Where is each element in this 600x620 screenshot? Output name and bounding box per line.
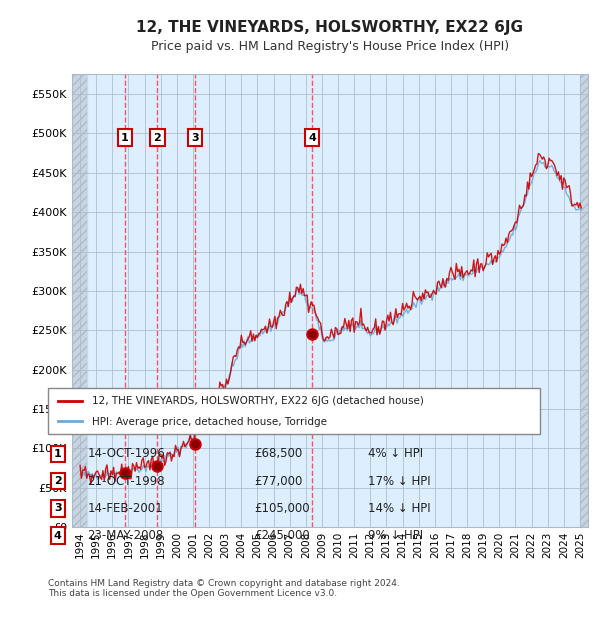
Text: 2: 2: [54, 476, 62, 486]
Text: £77,000: £77,000: [254, 475, 303, 487]
Text: 2: 2: [154, 133, 161, 143]
Text: 3: 3: [54, 503, 62, 513]
Bar: [580, 74, 588, 527]
Text: Contains HM Land Registry data © Crown copyright and database right 2024.: Contains HM Land Registry data © Crown c…: [48, 579, 400, 588]
Text: 4% ↓ HPI: 4% ↓ HPI: [368, 448, 423, 460]
Text: 14-FEB-2001: 14-FEB-2001: [88, 502, 163, 515]
Bar: [72, 74, 86, 527]
FancyBboxPatch shape: [48, 388, 540, 434]
Bar: [72, 74, 86, 527]
Text: 17% ↓ HPI: 17% ↓ HPI: [368, 475, 430, 487]
Text: 4: 4: [54, 531, 62, 541]
Text: 1: 1: [121, 133, 129, 143]
Text: 4: 4: [308, 133, 316, 143]
Text: 3: 3: [191, 133, 199, 143]
Text: 14% ↓ HPI: 14% ↓ HPI: [368, 502, 430, 515]
Text: Price paid vs. HM Land Registry's House Price Index (HPI): Price paid vs. HM Land Registry's House …: [151, 40, 509, 53]
Text: 12, THE VINEYARDS, HOLSWORTHY, EX22 6JG: 12, THE VINEYARDS, HOLSWORTHY, EX22 6JG: [137, 20, 523, 35]
Text: 21-OCT-1998: 21-OCT-1998: [88, 475, 165, 487]
Text: HPI: Average price, detached house, Torridge: HPI: Average price, detached house, Torr…: [92, 417, 327, 427]
Bar: [580, 74, 588, 527]
Text: £68,500: £68,500: [254, 448, 303, 460]
Text: £245,000: £245,000: [254, 529, 310, 542]
Text: 23-MAY-2008: 23-MAY-2008: [88, 529, 164, 542]
Text: 12, THE VINEYARDS, HOLSWORTHY, EX22 6JG (detached house): 12, THE VINEYARDS, HOLSWORTHY, EX22 6JG …: [92, 396, 424, 407]
Text: 14-OCT-1996: 14-OCT-1996: [88, 448, 165, 460]
Text: This data is licensed under the Open Government Licence v3.0.: This data is licensed under the Open Gov…: [48, 590, 337, 598]
Text: £105,000: £105,000: [254, 502, 310, 515]
Text: 9% ↓ HPI: 9% ↓ HPI: [368, 529, 423, 542]
Text: 1: 1: [54, 449, 62, 459]
